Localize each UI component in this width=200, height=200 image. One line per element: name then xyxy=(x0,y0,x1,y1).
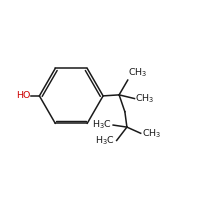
Text: CH$_3$: CH$_3$ xyxy=(135,92,155,105)
Text: H$_3$C: H$_3$C xyxy=(92,119,112,131)
Text: CH$_3$: CH$_3$ xyxy=(128,66,148,79)
Text: CH$_3$: CH$_3$ xyxy=(142,127,162,140)
Text: H$_3$C: H$_3$C xyxy=(95,134,115,147)
Text: HO: HO xyxy=(16,91,30,100)
